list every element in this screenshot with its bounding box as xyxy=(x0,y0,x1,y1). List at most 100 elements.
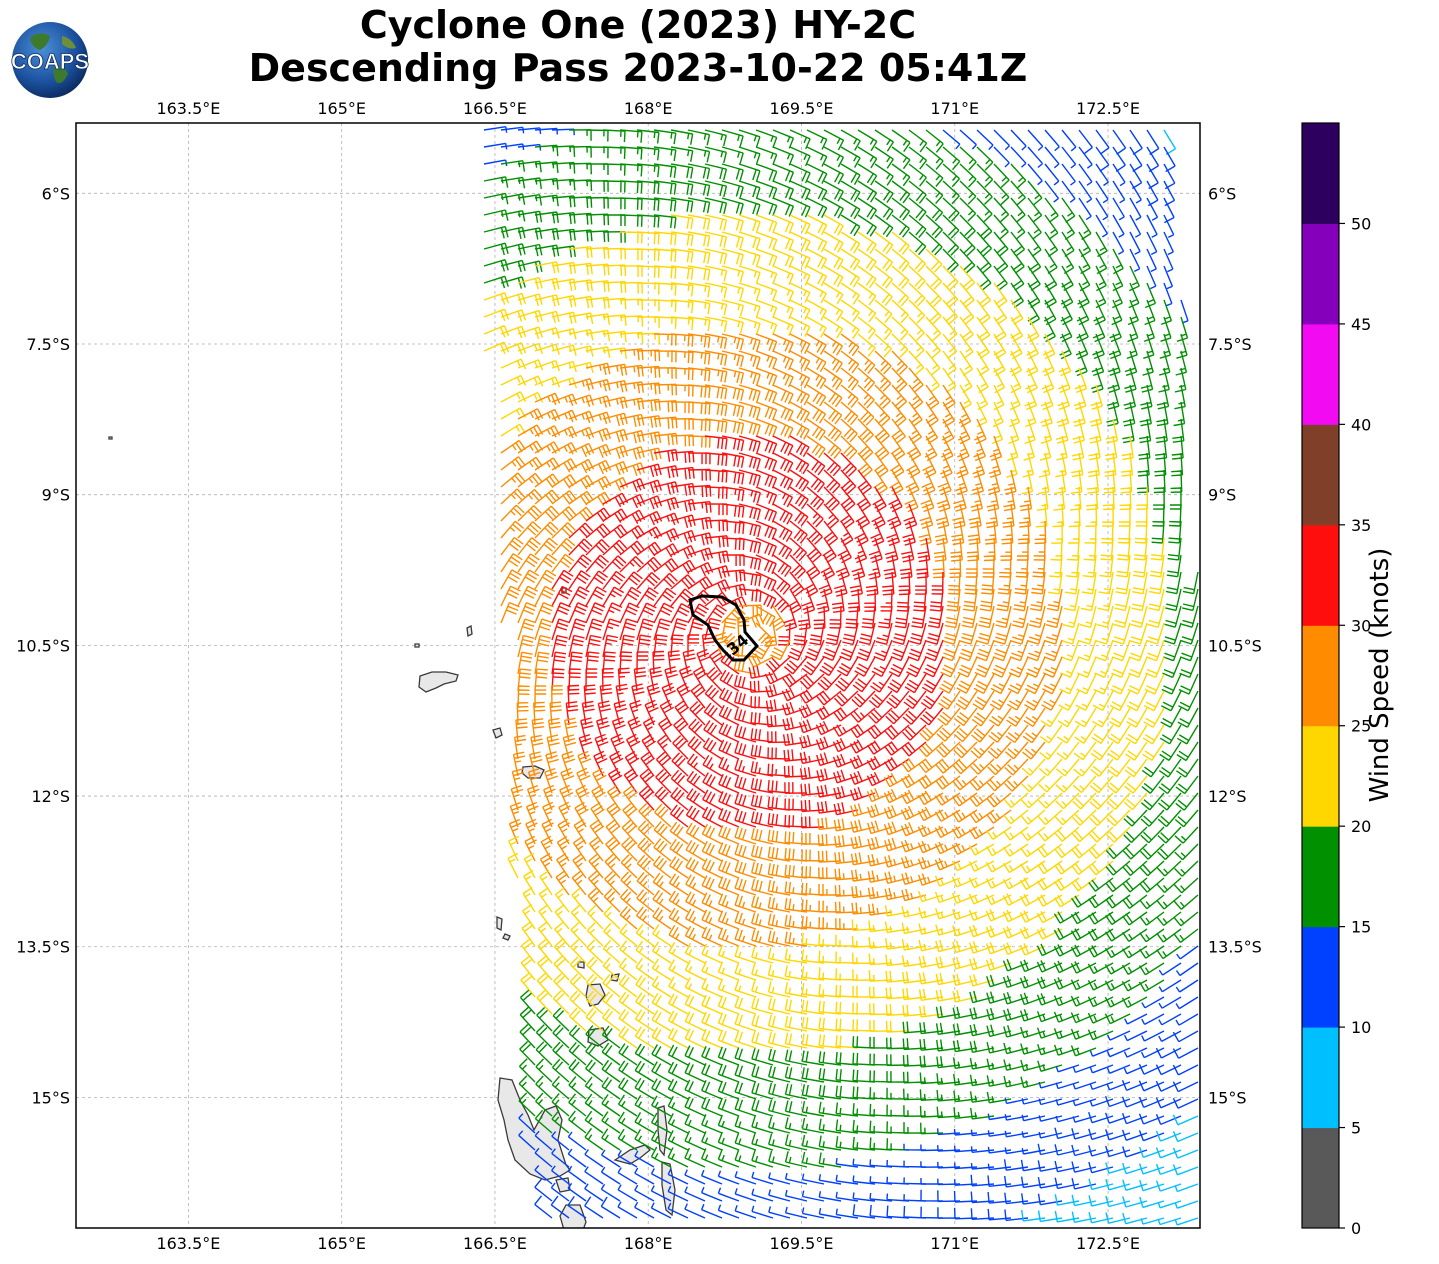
wind-barb xyxy=(1072,1098,1097,1107)
wind-barb xyxy=(818,1051,842,1066)
wind-barb xyxy=(667,1113,689,1134)
wind-barb xyxy=(865,571,879,596)
wind-barb xyxy=(750,744,774,760)
wind-barb xyxy=(768,1048,791,1066)
wind-barb xyxy=(687,180,711,197)
wind-barb xyxy=(1053,977,1080,990)
colorbar-frame xyxy=(1301,122,1340,1229)
wind-barb xyxy=(820,554,836,581)
wind-barb xyxy=(617,1167,638,1185)
wind-barb xyxy=(717,893,740,913)
wind-barb xyxy=(651,1078,672,1100)
wind-barb xyxy=(755,418,778,438)
wind-barb xyxy=(884,855,910,868)
wind-barb xyxy=(734,1064,757,1083)
wind-barb xyxy=(568,618,587,641)
wind-barb xyxy=(789,214,811,235)
wind-barb xyxy=(534,602,554,624)
wind-barb xyxy=(835,1208,859,1219)
wind-barb xyxy=(638,802,655,828)
wind-barb xyxy=(918,907,944,919)
wind-barb xyxy=(789,367,811,389)
wind-barb xyxy=(608,767,623,794)
wind-barb xyxy=(1072,1081,1097,1090)
wind-barb xyxy=(935,972,961,986)
wind-barb xyxy=(620,871,638,896)
wind-barb xyxy=(889,469,904,496)
wind-barb xyxy=(1151,520,1165,544)
wind-barb xyxy=(924,639,944,662)
wind-barb xyxy=(999,554,1012,578)
wind-barb xyxy=(823,452,842,477)
wind-barb xyxy=(585,491,612,507)
wind-barb xyxy=(734,1132,757,1151)
wind-barb xyxy=(570,938,587,964)
wind-barb xyxy=(925,180,944,205)
wind-barb xyxy=(840,418,858,443)
wind-barb xyxy=(1173,911,1199,927)
wind-barb xyxy=(868,970,893,982)
bottom-longitude-labels: 163.5°E 165°E 166.5°E 168°E 169.5°E 171°E 172.… xyxy=(156,1234,1140,1253)
wind-barb xyxy=(1004,741,1029,760)
wind-barb xyxy=(585,379,611,392)
wind-barb xyxy=(919,1005,944,1018)
wind-barb xyxy=(602,939,621,964)
wind-barb xyxy=(940,435,954,462)
wind-barb xyxy=(908,367,924,393)
wind-barb xyxy=(738,503,761,521)
wind-barb xyxy=(1070,1045,1097,1057)
wind-barb xyxy=(887,503,902,530)
wind-barb xyxy=(979,588,995,612)
wind-barb xyxy=(537,955,553,981)
wind-barb xyxy=(959,146,977,171)
wind-barb xyxy=(603,888,621,913)
wind-barb xyxy=(867,870,893,883)
wind-barb xyxy=(551,311,577,324)
wind-barb xyxy=(970,1107,995,1120)
wind-barb xyxy=(684,1079,706,1100)
wind-barb xyxy=(1141,1013,1165,1026)
wind-barb xyxy=(789,537,808,562)
wind-barb xyxy=(857,418,874,443)
wind-barb xyxy=(734,1098,757,1117)
wind-barb xyxy=(518,1075,536,1100)
wind-barb xyxy=(1072,792,1097,810)
wind-barb xyxy=(806,418,826,441)
wind-barb xyxy=(1112,197,1125,221)
left-lat-tick-label: 7.5°S xyxy=(26,335,70,354)
wind-barb xyxy=(734,1081,757,1100)
wind-barb xyxy=(857,231,877,254)
wind-barb xyxy=(1141,758,1165,778)
wind-barb xyxy=(900,805,927,821)
wind-barb xyxy=(1138,962,1165,976)
wind-barb xyxy=(823,248,844,270)
wind-barb xyxy=(784,831,808,845)
wind-barb xyxy=(985,503,999,529)
wind-barb xyxy=(738,316,761,335)
wind-barb xyxy=(755,333,778,353)
wind-barb xyxy=(1129,214,1142,238)
wind-barb xyxy=(982,554,995,578)
wind-barb xyxy=(653,527,680,543)
wind-barb xyxy=(900,822,927,837)
wind-barb xyxy=(874,231,894,255)
wind-barb xyxy=(653,163,677,178)
wind-barb xyxy=(918,972,944,985)
wind-barb xyxy=(933,537,947,562)
wind-barb xyxy=(1010,367,1022,394)
wind-barb xyxy=(801,1033,825,1049)
coaps-logo: COAPS xyxy=(10,22,90,98)
wind-barb xyxy=(944,605,961,629)
wind-barb xyxy=(602,396,628,409)
wind-barb xyxy=(568,522,594,539)
wind-barb xyxy=(952,775,978,791)
wind-barb xyxy=(568,442,595,458)
wind-barb xyxy=(717,876,740,896)
wind-barb xyxy=(607,785,622,811)
wind-barb xyxy=(1105,894,1131,909)
wind-barb xyxy=(1108,724,1131,745)
wind-barb xyxy=(585,443,612,458)
wind-barb xyxy=(968,503,982,529)
wind-barb xyxy=(1102,486,1115,511)
wind-barb xyxy=(1071,843,1097,859)
